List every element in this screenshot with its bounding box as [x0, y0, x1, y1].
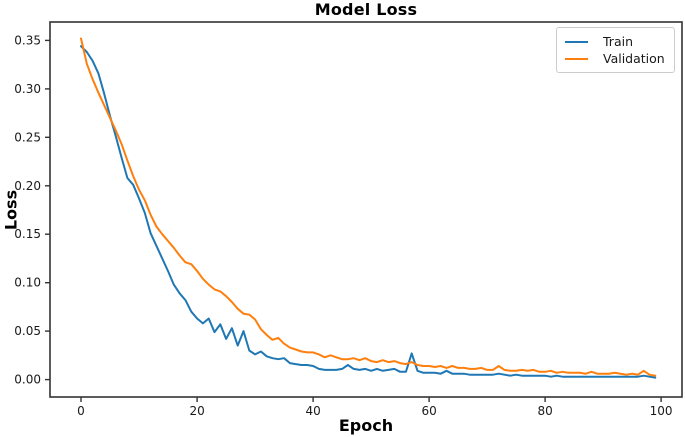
x-tick-label: 40	[305, 404, 320, 418]
axis-ticks: 0 20 40 60 80 100 0.00 0.05 0.10 0.15 0.20 0.25 0.30…	[14, 33, 672, 418]
x-axis-label: Epoch	[338, 416, 394, 435]
y-tick-label: 0.35	[14, 33, 41, 47]
x-tick-label: 0	[77, 404, 85, 418]
legend-label-train: Train	[603, 34, 633, 49]
y-tick-label: 0.05	[14, 324, 41, 338]
validation-line	[80, 37, 657, 377]
chart-series	[80, 37, 657, 379]
x-tick-label: 80	[537, 404, 552, 418]
x-tick-label: 20	[189, 404, 204, 418]
legend-item-validation: Validation	[565, 50, 674, 67]
legend-item-train: Train	[565, 33, 674, 50]
train-line-swatch	[565, 40, 588, 43]
y-tick-label: 0.25	[14, 130, 41, 144]
legend: Train Validation	[556, 27, 675, 73]
y-tick-label: 0.00	[14, 373, 41, 387]
train-line	[80, 45, 657, 379]
validation-line-swatch	[565, 57, 588, 60]
plot-frame	[49, 21, 683, 398]
x-tick-label: 100	[650, 404, 673, 418]
legend-label-validation: Validation	[603, 51, 665, 66]
chart-title: Model Loss	[314, 0, 418, 19]
y-tick-label: 0.30	[14, 82, 41, 96]
y-tick-label: 0.15	[14, 227, 41, 241]
y-axis-label: Loss	[1, 189, 21, 231]
x-tick-label: 60	[421, 404, 436, 418]
y-tick-label: 0.10	[14, 276, 41, 290]
y-tick-label: 0.20	[14, 179, 41, 193]
